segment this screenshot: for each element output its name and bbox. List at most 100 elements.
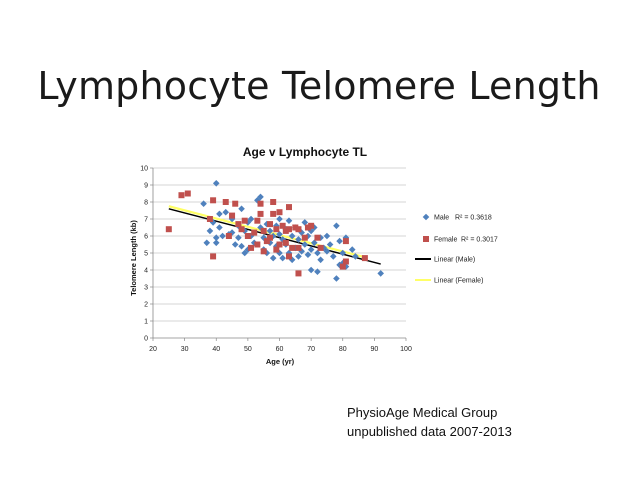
x-tick-label: 100 [400, 346, 412, 353]
data-point-male [200, 200, 207, 207]
data-point-female [342, 258, 349, 265]
data-point-female [285, 253, 292, 260]
x-tick-label: 50 [244, 346, 252, 353]
data-point-female [314, 234, 321, 241]
data-point-male [263, 249, 271, 257]
legend-label-trendline: Linear (Female) [434, 278, 483, 285]
y-tick-label: 5 [144, 251, 148, 258]
data-point-female [225, 233, 232, 239]
data-point-male [206, 227, 214, 235]
x-tick-label: 20 [149, 346, 157, 353]
data-point-female [238, 226, 245, 233]
data-point-male [323, 232, 331, 240]
data-point-female [361, 255, 368, 262]
data-point-male [310, 224, 318, 231]
data-point-male [260, 234, 267, 241]
data-point-female [282, 227, 289, 234]
y-tick-label: 3 [144, 285, 148, 292]
data-point-male [310, 239, 318, 247]
data-point-female [229, 212, 236, 219]
data-point-male [304, 251, 312, 258]
data-point-male [307, 246, 315, 253]
data-point-male [295, 253, 302, 260]
data-point-female [232, 200, 239, 207]
data-point-male [336, 261, 343, 269]
data-point-female [260, 227, 267, 234]
chart-tick-labels: 0 1 2 3 4 5 6 7 8 9 10 20 30 40 50 60 70 80 90 100 [140, 166, 412, 354]
x-tick-label: 90 [370, 346, 378, 353]
data-point-female [339, 263, 346, 270]
data-point-male [301, 241, 309, 248]
data-point-male [257, 193, 264, 201]
data-point-female [235, 221, 242, 228]
data-point-male [269, 254, 277, 262]
data-point-male [276, 249, 283, 257]
data-point-male [241, 249, 249, 257]
data-point-male [298, 229, 305, 236]
data-point-female [241, 217, 248, 224]
data-point-male [317, 234, 324, 241]
data-point-male [276, 231, 283, 238]
data-point-female [304, 224, 311, 231]
data-point-female [292, 224, 299, 231]
data-point-female [285, 226, 292, 233]
data-point-female [342, 238, 349, 245]
data-point-male [301, 219, 309, 226]
legend-marker-male [422, 213, 430, 221]
x-tick-label: 30 [181, 346, 189, 353]
data-point-female [317, 244, 324, 251]
data-point-male [216, 224, 223, 231]
data-point-male [333, 222, 340, 230]
data-point-male [273, 222, 280, 230]
data-point-female [210, 253, 217, 260]
data-point-male [254, 197, 261, 204]
data-point-female [222, 199, 229, 205]
data-point-female [273, 226, 280, 233]
data-point-male [212, 239, 220, 247]
data-point-female [184, 190, 191, 197]
data-point-female [257, 210, 264, 217]
data-point-female [295, 244, 302, 251]
data-point-male [235, 234, 242, 241]
data-point-female [285, 204, 292, 211]
data-point-female [279, 222, 286, 229]
data-point-male [266, 227, 274, 235]
legend-label-female: Female [434, 237, 457, 244]
data-point-male [295, 236, 302, 243]
data-point-male [222, 208, 230, 216]
data-point-female [270, 210, 277, 217]
x-tick-label: 70 [307, 346, 315, 353]
data-point-male [339, 249, 347, 257]
data-point-female [257, 200, 264, 207]
data-point-male [231, 241, 239, 248]
x-tick-label: 40 [212, 346, 220, 353]
data-point-male [307, 266, 315, 274]
data-point-male [298, 248, 305, 255]
data-point-male [323, 248, 331, 255]
data-point-male [333, 275, 340, 282]
data-point-male [279, 254, 286, 262]
y-tick-label: 2 [144, 302, 148, 309]
y-tick-label: 7 [144, 217, 148, 224]
data-point-female [210, 197, 217, 204]
y-tick-label: 4 [144, 268, 148, 275]
data-point-male [314, 268, 321, 275]
data-point-male [238, 205, 245, 213]
data-point-male [326, 241, 334, 248]
y-tick-label: 9 [144, 183, 148, 190]
data-point-male [247, 215, 255, 223]
footnote: PhysioAge Medical Group unpublished data… [347, 403, 512, 441]
data-point-male [212, 180, 220, 187]
data-point-male [336, 237, 343, 245]
data-point-male [377, 270, 384, 277]
data-point-female [254, 241, 261, 248]
chart-legend: Male R² = 0.3618 Female R² = 0.3017 Linear (… [415, 213, 498, 285]
data-point-male [342, 263, 350, 270]
data-point-female [165, 226, 172, 233]
y-tick-label: 0 [144, 336, 148, 343]
y-tick-label: 6 [144, 234, 148, 241]
data-point-female [178, 192, 185, 199]
data-point-female [263, 238, 270, 245]
data-point-male [216, 210, 223, 218]
